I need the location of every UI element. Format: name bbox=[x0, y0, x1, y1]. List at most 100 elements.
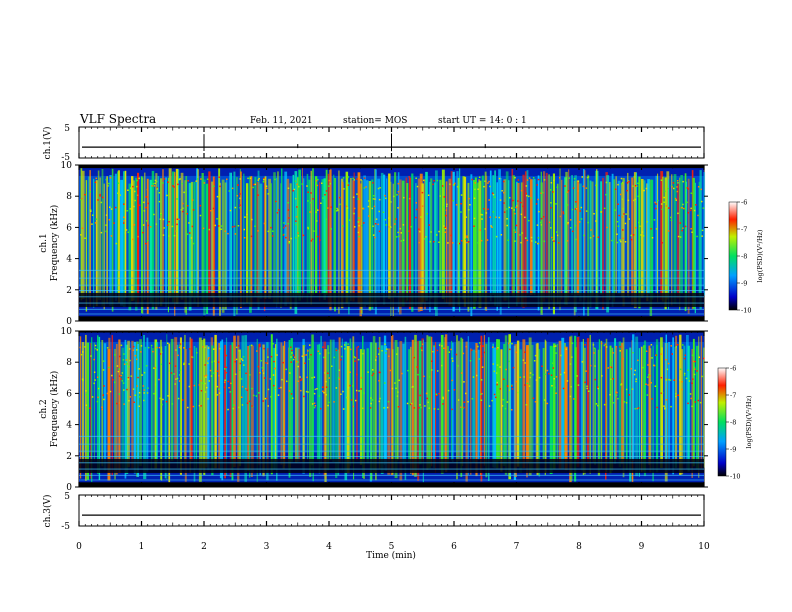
ch2-spectrogram-speckle bbox=[162, 398, 164, 401]
ch1-spectrogram-speckle bbox=[363, 187, 365, 189]
ch2-spectrogram-speckle bbox=[586, 387, 588, 390]
ch2-spectrogram-sferic bbox=[625, 349, 628, 470]
ch1-spectrogram-speckle bbox=[257, 194, 259, 196]
ch1-spectrogram-speckle bbox=[671, 186, 673, 188]
ch2-spectrogram-speckle bbox=[238, 345, 240, 347]
ch2-spectrogram-speckle bbox=[318, 395, 321, 397]
ch2-spectrogram-speckle bbox=[183, 347, 185, 349]
ch2-spectrogram-speckle bbox=[311, 377, 313, 379]
ch2-spectrogram-sferic bbox=[229, 345, 233, 477]
ch1-spectrogram-speckle bbox=[650, 228, 652, 230]
ch2-spectrogram-speckle bbox=[291, 352, 293, 354]
ch2-spectrogram-speckle bbox=[660, 392, 663, 394]
ch1-spectrogram-speckle bbox=[498, 216, 500, 219]
ch1-spectrogram-speckle bbox=[670, 216, 672, 219]
ch1-spectrogram-sferic bbox=[368, 181, 372, 311]
ch2-spectrogram-sferic bbox=[307, 349, 309, 460]
ch2-spectrogram-speckle bbox=[478, 358, 480, 360]
ch1-spectrogram-speckle bbox=[447, 242, 449, 244]
ch1-spectrogram-speckle bbox=[551, 236, 553, 239]
ch1-spectrogram-speckle bbox=[377, 223, 379, 226]
ch1-spectrogram-speckle bbox=[628, 181, 630, 183]
ch1-spectrogram-sferic bbox=[392, 183, 394, 316]
ch2-spectrogram-speckle bbox=[502, 398, 505, 401]
ch2-spectrogram-speckle bbox=[93, 358, 95, 361]
ch1-spectrogram-speckle bbox=[655, 203, 657, 205]
ch1-spectrogram-sferic bbox=[374, 169, 377, 315]
ch1-spectrogram-speckle bbox=[134, 190, 136, 193]
ch2-spectrogram-speckle bbox=[524, 351, 526, 353]
ch2-spectrogram-sferic bbox=[290, 338, 293, 462]
ch1-spectrogram-speckle bbox=[134, 199, 136, 202]
ch2-spectrogram-sferic bbox=[648, 345, 651, 465]
ch1-spectrogram-sferic bbox=[211, 181, 214, 298]
ch1-spectrogram-speckle bbox=[89, 191, 91, 193]
ch1-spectrogram-speckle bbox=[427, 194, 430, 196]
ch2-spectrogram-sferic bbox=[451, 340, 453, 461]
ch2-spectrogram-sferic bbox=[422, 339, 424, 483]
ch1-spectrogram-speckle bbox=[317, 178, 319, 181]
ch1-spectrogram-speckle bbox=[640, 234, 642, 236]
ch2-spectrogram-speckle bbox=[288, 390, 291, 392]
ch2-spectrogram-speckle bbox=[137, 376, 139, 379]
ch1-spectrogram-speckle bbox=[466, 235, 468, 237]
ch1-spectrogram-sferic bbox=[144, 172, 146, 300]
ch1-spectrogram-speckle bbox=[186, 213, 188, 215]
ch1-spectrogram-sferic bbox=[292, 174, 295, 298]
ch2-spectrogram-sferic bbox=[691, 348, 693, 478]
ch1-spectrogram-speckle bbox=[228, 190, 231, 192]
ch2-spectrogram-sferic bbox=[497, 339, 500, 462]
ch2-spectrogram-speckle bbox=[634, 369, 636, 372]
ch1-spectrogram-speckle bbox=[517, 179, 520, 181]
ch2-spectrogram-speckle bbox=[273, 387, 276, 390]
ch2-spectrogram-speckle bbox=[372, 369, 374, 371]
ch2-spectrogram-speckle bbox=[269, 378, 272, 380]
ch2-spectrogram-speckle bbox=[427, 401, 429, 404]
ch1-spectrogram-speckle bbox=[621, 216, 624, 218]
ch1-spectrogram-speckle bbox=[530, 236, 533, 239]
ch2-spectrogram-sferic bbox=[618, 341, 622, 467]
ch1-spectrogram-speckle bbox=[294, 223, 297, 226]
ch1-spectrogram-speckle bbox=[676, 190, 679, 193]
ch1-spectrogram-sferic bbox=[622, 177, 625, 307]
ch2-spectrogram-sferic bbox=[79, 336, 82, 479]
ch1-spectrogram-speckle bbox=[237, 225, 240, 227]
ch1-spectrogram-sferic bbox=[492, 175, 495, 296]
ch2-spectrogram-speckle bbox=[128, 400, 130, 402]
ch1-spectrogram-speckle bbox=[285, 236, 287, 239]
ch1-spectrogram-speckle bbox=[385, 224, 388, 226]
ch2-spectrogram-speckle bbox=[225, 354, 228, 357]
ch1-spectrogram-sferic bbox=[526, 170, 529, 295]
ch1-spectrogram-sferic bbox=[591, 181, 594, 297]
ch1-spectrogram-speckle bbox=[80, 197, 83, 200]
ch2-spectrogram-sferic bbox=[205, 345, 208, 468]
ch1-spectrogram-speckle bbox=[641, 231, 644, 233]
ch1-spectrogram-speckle bbox=[400, 232, 402, 234]
ch1-spectrogram-speckle bbox=[473, 217, 476, 220]
ch2-spectrogram-sferic bbox=[488, 337, 490, 481]
ch2-spectrogram-speckle bbox=[554, 386, 556, 389]
ch2-spectrogram-speckle bbox=[511, 384, 513, 387]
ch1-spectrogram-speckle bbox=[632, 185, 634, 187]
ch2-spectrogram-speckle bbox=[121, 372, 123, 374]
ch1-spectrogram-speckle bbox=[498, 177, 501, 180]
ch2-spectrogram-sferic bbox=[302, 345, 305, 462]
ch1-spectrogram-sferic bbox=[524, 171, 527, 307]
ch2-spectrogram-sferic bbox=[418, 340, 422, 465]
ch1-spectrogram-sferic bbox=[264, 176, 267, 299]
ch1-spectrogram-speckle bbox=[254, 183, 256, 186]
ch2-spectrogram-speckle bbox=[344, 344, 346, 346]
ch1-spectrogram-sferic bbox=[441, 169, 445, 299]
ch1-spectrogram-sferic bbox=[111, 168, 114, 312]
ch2-spectrogram-speckle bbox=[248, 400, 251, 403]
ch2-spectrogram-sferic bbox=[174, 337, 178, 460]
ch2-colorbar: -6-7-8-9-10 log(PSD)(V²/Hz) bbox=[717, 365, 753, 481]
ch2-spectrogram-speckle bbox=[102, 369, 105, 371]
ch2-spectrogram-ytick-label: 10 bbox=[61, 327, 73, 337]
ch2-colorbar-tick-label: -9 bbox=[730, 446, 736, 454]
ch1-spectrogram-speckle bbox=[100, 231, 103, 234]
ch2-spectrogram-sferic bbox=[97, 335, 99, 474]
ch1-spectrogram-sferic bbox=[505, 171, 509, 301]
ch1-spectrogram-sferic bbox=[576, 180, 580, 296]
ch2-spectrogram-speckle bbox=[355, 399, 357, 402]
